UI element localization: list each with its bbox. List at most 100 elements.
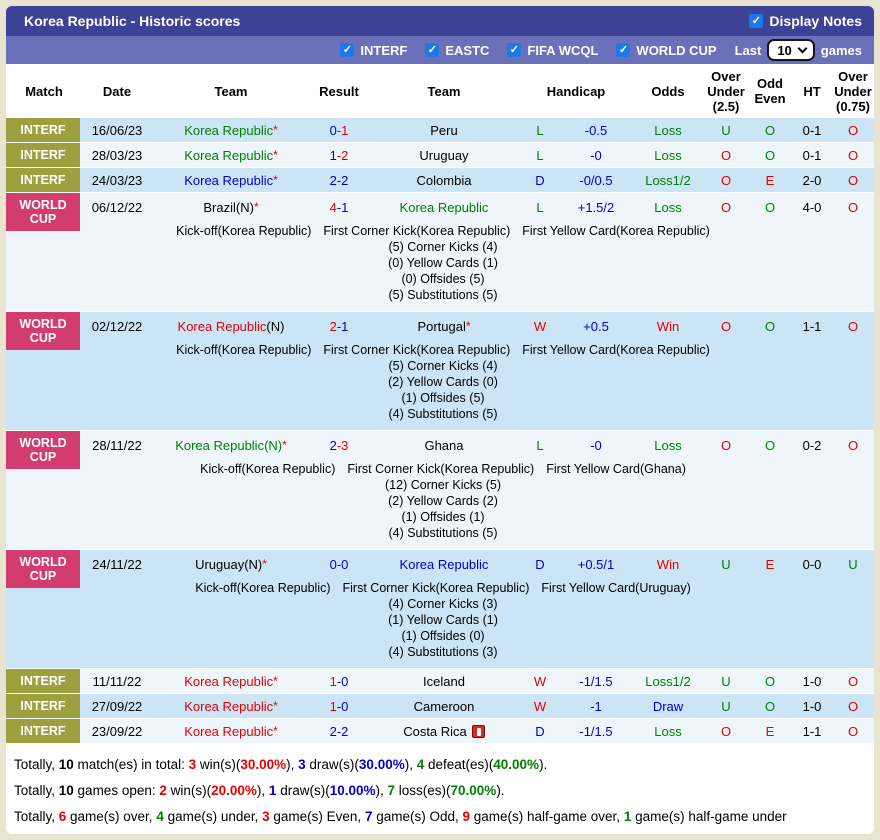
filter-interf: ✓ INTERF [340,43,407,58]
away-team-name[interactable]: Iceland [423,673,465,689]
col-odds: Odds [651,83,685,99]
games-label: games [820,42,862,58]
away-team-name[interactable]: Colombia [416,172,472,188]
handicap-value: +0.5/1 [577,556,615,572]
over-under-25: O [720,199,732,215]
match-row: WORLD CUP 24/11/22 Uruguay (N) * 0-0 Korea… [6,550,874,669]
home-team: Korea Republic * [152,719,310,743]
match-date: 06/12/22 [91,199,143,215]
home-team: Uruguay (N) * [152,550,310,578]
over-under-25: O [720,437,732,453]
away-team-name[interactable]: Uruguay [419,147,469,163]
odd-even: O [764,437,776,453]
away-team-name[interactable]: Peru [430,122,458,138]
odd-even: O [764,122,776,138]
col-team2: Team [427,83,461,99]
match-row: INTERF 24/03/23 Korea Republic * 2-2 Colo… [6,168,874,193]
note-offsides: (1) Offsides (0) [401,629,485,643]
home-team-name[interactable]: Korea Republic [184,122,274,138]
away-team: Colombia [368,168,520,192]
home-team-name[interactable]: Korea Republic [184,172,274,188]
away-team-name[interactable]: Ghana [424,437,464,453]
note-substitutions: (5) Substitutions (5) [388,288,498,302]
score: 1-0 [329,698,349,714]
checkmark-icon: ✓ [618,43,629,56]
filter-bar: ✓ INTERF ✓ EASTC ✓ FIFA WCQL ✓ WORLD CUP… [6,36,874,64]
home-team-name[interactable]: Brazil [203,199,236,215]
home-team-name[interactable]: Korea Republic [184,698,274,714]
handicap-value: +0.5 [583,318,609,334]
over-under-25: U [721,122,731,138]
note-yellow-cards: (2) Yellow Cards (0) [388,375,498,389]
neutral-tag: (N) [244,556,263,572]
over-under-25: O [720,147,732,163]
home-star: * [262,557,267,571]
over-under-25: O [720,723,732,739]
note-yellow-cards: (0) Yellow Cards (1) [388,256,498,270]
neutral-tag: (N) [264,437,283,453]
over-under-075: O [847,172,859,188]
result-letter: D [535,556,545,572]
result-letter: L [536,437,544,453]
away-team: Costa Rica [368,719,520,743]
league-badge: INTERF [6,694,80,718]
last-games-select[interactable]: 10 [767,39,815,61]
filter-eastc-label: EASTC [445,42,490,58]
filter-world-cup-checkbox[interactable]: ✓ [616,43,631,57]
note-corners: (5) Corner Kicks (4) [388,359,498,373]
filter-interf-checkbox[interactable]: ✓ [340,43,355,57]
ht-score: 1-1 [802,723,822,739]
odd-even: O [764,698,776,714]
league-badge: INTERF [6,168,80,192]
away-star: * [465,319,471,333]
away-team-name[interactable]: Cameroon [413,698,475,714]
score: 0-1 [329,122,349,138]
league-badge: INTERF [6,143,80,167]
ht-score: 1-1 [802,318,822,334]
filter-world-cup: ✓ WORLD CUP [616,43,717,58]
note-corners: (5) Corner Kicks (4) [388,240,498,254]
note-corners: (4) Corner Kicks (3) [388,597,498,611]
note-offsides: (1) Offsides (1) [401,510,485,524]
away-team: Korea Republic [368,550,520,578]
league-badge: INTERF [6,669,80,693]
note-substitutions: (4) Substitutions (5) [388,407,498,421]
result-letter: W [533,673,547,689]
ht-score: 2-0 [802,172,822,188]
result-letter: L [536,199,544,215]
ht-score: 4-0 [802,199,822,215]
display-notes-checkbox[interactable]: ✓ [749,14,764,28]
away-team: Peru [368,118,520,142]
over-under-25: U [721,556,731,572]
col-date: Date [102,83,132,99]
col-team1: Team [214,83,248,99]
home-team-name[interactable]: Uruguay [195,556,245,572]
league-badge: INTERF [6,118,80,142]
away-team-name[interactable]: Portugal [417,318,466,334]
away-team-name[interactable]: Korea Republic [399,199,489,215]
away-team-name[interactable]: Korea Republic [399,556,489,572]
handicap-value: -1/1.5 [579,673,613,689]
filter-fifa-wcql: ✓ FIFA WCQL [507,43,598,58]
note-corners: (12) Corner Kicks (5) [385,478,501,492]
odd-even: O [764,147,776,163]
home-star: * [273,724,278,738]
checkmark-icon: ✓ [509,43,520,56]
away-team-name[interactable]: Costa Rica [403,723,467,739]
note-offsides: (0) Offsides (5) [401,272,485,286]
home-team-name[interactable]: Korea Republic [184,673,274,689]
home-team-name[interactable]: Korea Republic [175,437,265,453]
home-team-name[interactable]: Korea Republic [177,318,267,334]
ht-score: 1-0 [802,698,822,714]
odd-even: E [765,723,775,739]
result-letter: W [533,318,547,334]
home-star: * [273,148,278,162]
home-team-name[interactable]: Korea Republic [184,147,274,163]
match-date: 24/11/22 [92,556,142,572]
match-row: WORLD CUP 28/11/22 Korea Republic (N) * 2-… [6,431,874,550]
match-row: INTERF 23/09/22 Korea Republic * 2-2 Cost… [6,719,874,744]
score: 2-3 [329,437,349,453]
filter-fifa-wcql-checkbox[interactable]: ✓ [507,43,522,57]
home-team-name[interactable]: Korea Republic [184,723,274,739]
filter-eastc-checkbox[interactable]: ✓ [425,43,440,57]
